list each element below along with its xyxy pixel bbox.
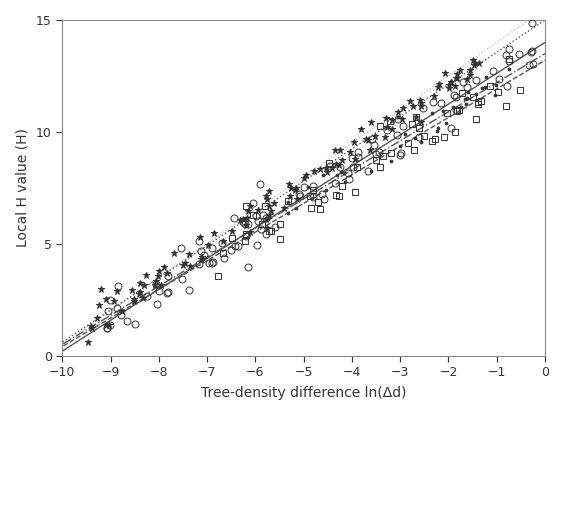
Y-axis label: Local H value (H): Local H value (H) — [15, 128, 29, 247]
X-axis label: Tree-density difference ln(Δd): Tree-density difference ln(Δd) — [201, 386, 407, 400]
